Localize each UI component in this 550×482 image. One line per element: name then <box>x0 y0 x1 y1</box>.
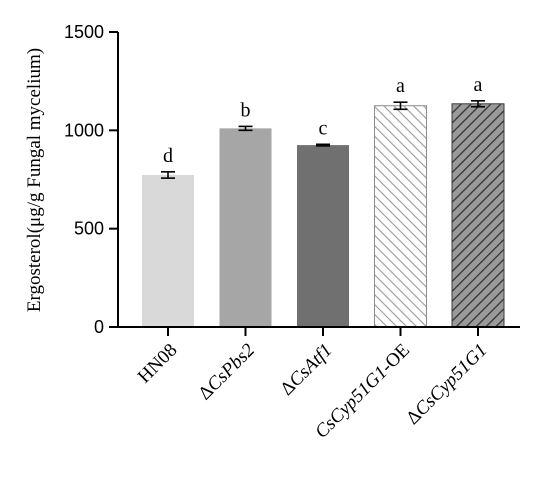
x-tick-label: ΔCsCyp51G1 <box>402 340 491 429</box>
significance-label: a <box>474 74 483 96</box>
x-tick-label: ΔCsPbs2 <box>194 339 259 404</box>
bar <box>297 145 349 327</box>
error-bar <box>393 101 408 111</box>
bar <box>219 128 272 327</box>
bars: d b c a a <box>142 74 505 328</box>
bar <box>451 103 505 328</box>
y-tick-label: 1000 <box>64 120 104 140</box>
bar <box>142 174 194 327</box>
significance-label: a <box>396 75 405 97</box>
y-axis: 0 500 1000 1500 <box>64 22 119 337</box>
significance-label: c <box>319 117 328 139</box>
bar <box>374 105 427 328</box>
significance-label: b <box>241 99 251 121</box>
error-bar <box>238 125 253 132</box>
error-bar <box>471 100 485 108</box>
significance-label: d <box>163 145 173 167</box>
x-tick-label: ΔCsAtf1 <box>276 340 336 400</box>
x-tick-label: HN08 <box>134 340 182 388</box>
y-tick-label: 500 <box>74 219 104 239</box>
error-bar <box>316 143 330 147</box>
y-axis-title: Ergosterol(μg/g Fungal mycelium) <box>24 48 45 312</box>
error-bar <box>161 171 175 179</box>
y-tick-label: 0 <box>94 317 104 337</box>
y-tick-label: 1500 <box>64 22 104 42</box>
